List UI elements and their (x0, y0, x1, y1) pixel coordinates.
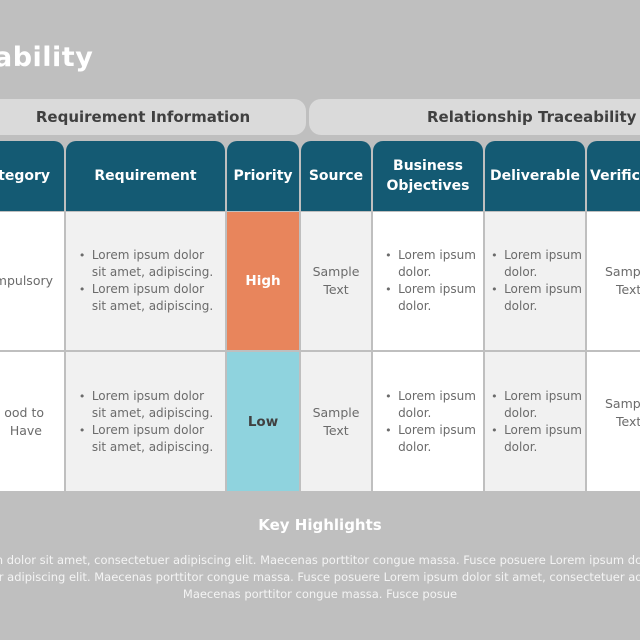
header-label: Verifica (590, 168, 640, 184)
table-cell-verification: Samp Text (587, 212, 640, 350)
cell-text: ood to (4, 404, 44, 420)
column-header-priority: Priority (227, 141, 299, 211)
priority-badge-high: High (227, 212, 299, 350)
group-label: Relationship Traceability (427, 108, 637, 126)
column-header-requirement: Requirement (66, 141, 225, 211)
cell-text: mpulsory (0, 273, 53, 288)
table-cell-source: Sample Text (301, 352, 371, 491)
slide-title: ability (0, 42, 94, 73)
header-label: Business (393, 158, 463, 174)
cell-text: Have (9, 422, 42, 438)
cell-text: Text (616, 413, 640, 429)
cell-text: Text (323, 282, 349, 297)
cell-text: Text (323, 422, 349, 438)
column-header-verification: Verifica (587, 141, 640, 211)
cell-text: Samp (605, 395, 640, 411)
highlights-line: consectetuer adipiscing elit. Maecenas p… (0, 570, 640, 584)
header-label: Priority (233, 168, 293, 184)
cell-text: Sample (312, 404, 360, 420)
highlights-line: Maecenas porttitor congue massa. Fusce p… (182, 587, 458, 601)
group-relationship-traceability: Relationship Traceability (309, 99, 640, 135)
priority-badge-low: Low (227, 352, 299, 491)
column-header-source: Source (301, 141, 371, 211)
header-label: Deliverable (489, 168, 580, 184)
highlights-line: Lorem ipsum dolor sit amet, consectetuer… (0, 553, 640, 567)
key-highlights-body: Lorem ipsum dolor sit amet, consectetuer… (0, 552, 640, 603)
key-highlights-title: Key Highlights (258, 516, 382, 534)
group-label: Requirement Information (35, 108, 251, 126)
header-label: Objectives (386, 178, 470, 194)
column-header-business-objectives: Business Objectives (373, 141, 483, 211)
priority-label: Low (247, 413, 279, 430)
table-cell-verification: Samp Text (587, 352, 640, 491)
cell-text: Text (616, 282, 640, 297)
header-label: ategory (0, 168, 50, 184)
column-header-deliverable: Deliverable (485, 141, 585, 211)
table-cell-source: Sample Text (301, 212, 371, 350)
cell-text: Samp (605, 264, 640, 279)
group-requirement-information: Requirement Information (0, 99, 306, 135)
header-label: Source (308, 168, 364, 184)
header-label: Requirement (94, 168, 197, 184)
table-cell-category: mpulsory (0, 212, 64, 350)
cell-text: Sample (312, 264, 360, 279)
priority-label: High (245, 273, 281, 289)
table-cell-category: ood to Have (0, 352, 64, 491)
column-header-category: ategory (0, 141, 64, 211)
